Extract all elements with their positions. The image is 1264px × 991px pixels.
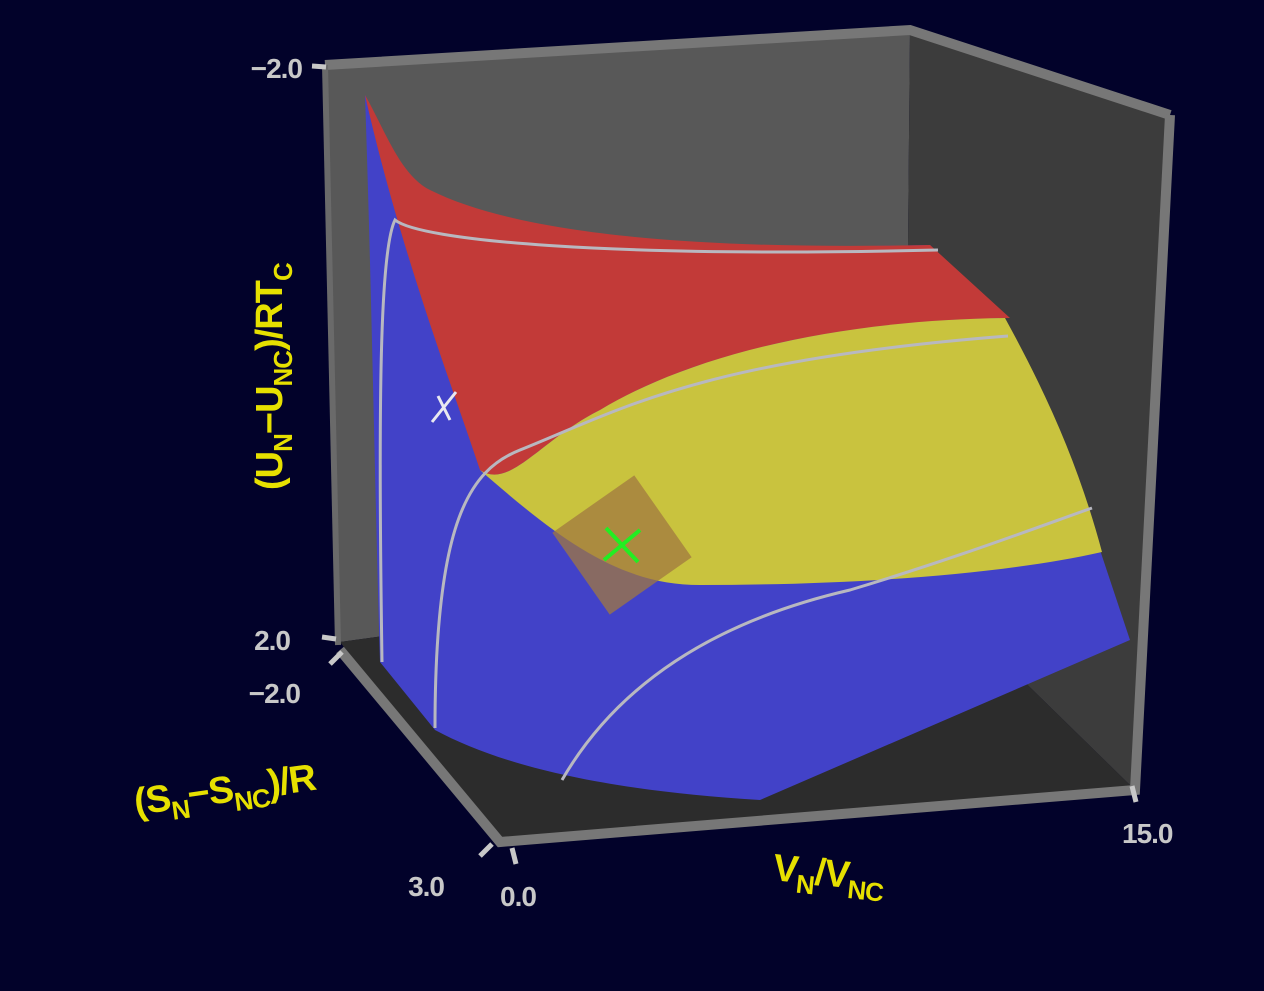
- label-subscript: N: [268, 434, 298, 452]
- tick-mark: [1129, 785, 1139, 803]
- critical-marker: [430, 391, 458, 423]
- contour-line: [560, 506, 1093, 781]
- box-edge: [324, 24, 1172, 120]
- label-part: )/R: [265, 757, 319, 805]
- contour-line: [433, 334, 1009, 729]
- tick-mark: [478, 842, 494, 858]
- entropy-tick-label: −2.0: [249, 678, 301, 709]
- tick-mark: [321, 634, 337, 642]
- box-edge: [336, 114, 1175, 848]
- volume-tick-label: 0.0: [500, 881, 536, 912]
- entropy-axis-label: (SN−SNC)/R: [131, 757, 319, 831]
- label-part: (S: [131, 777, 172, 824]
- tick-marks: [311, 63, 1139, 865]
- tick-mark: [311, 63, 327, 70]
- volume-tick-label: 15.0: [1122, 818, 1173, 849]
- contour-lines: [378, 217, 1093, 781]
- label-subscript: N: [170, 794, 192, 826]
- label-part: −S: [185, 768, 236, 816]
- label-part: −U: [249, 386, 291, 434]
- label-part: (U: [249, 452, 291, 490]
- label-subscript: C: [268, 262, 298, 281]
- label-subscript: NC: [268, 350, 298, 387]
- contour-line: [378, 217, 939, 663]
- tick-mark: [509, 847, 519, 865]
- surface-region-red: [365, 95, 1010, 475]
- entropy-tick-label: 3.0: [408, 871, 444, 902]
- state-marker: [602, 526, 642, 564]
- box-edge: [322, 64, 341, 646]
- label-part: /V: [813, 852, 853, 897]
- label-part: )/RT: [249, 280, 291, 351]
- volume-axis-label: VN/VNC: [770, 847, 887, 908]
- label-subscript: NC: [232, 782, 273, 817]
- tick-mark: [328, 650, 344, 666]
- energy-tick-label: −2.0: [251, 53, 303, 84]
- label-subscript: N: [795, 869, 816, 901]
- energy-axis-label: (UN−UNC)/RTC: [249, 262, 298, 490]
- energy-tick-label: 2.0: [254, 625, 290, 656]
- label-subscript: NC: [846, 874, 886, 908]
